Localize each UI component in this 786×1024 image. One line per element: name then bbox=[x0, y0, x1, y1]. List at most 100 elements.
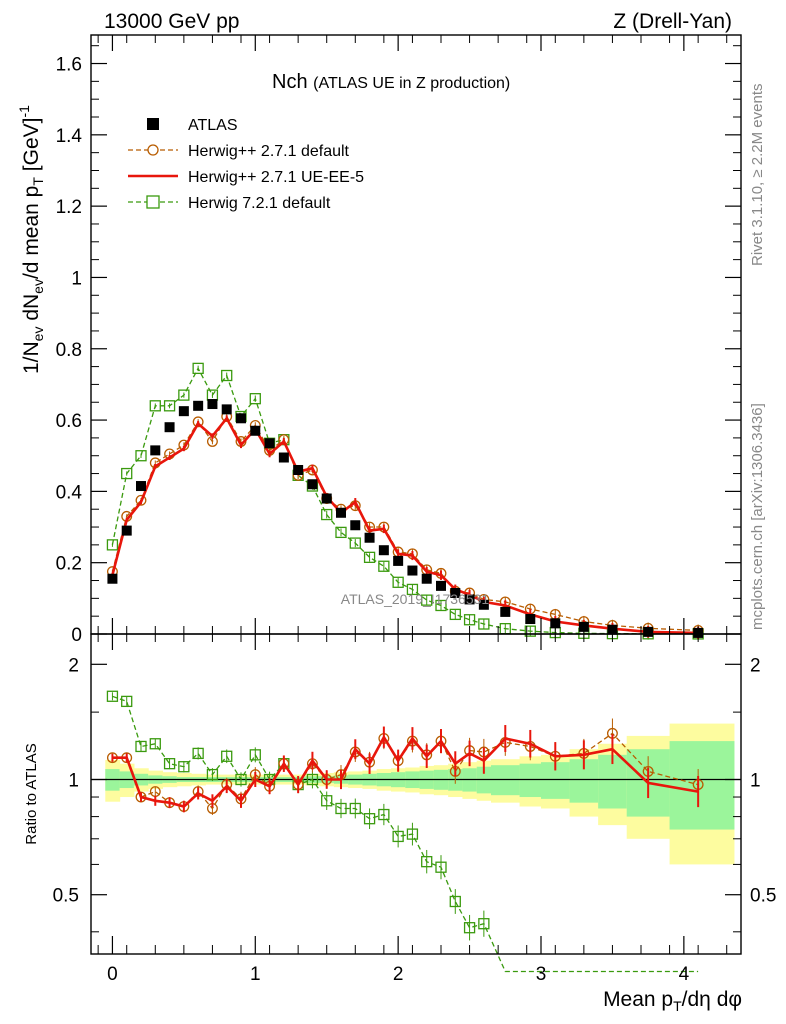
atlas-data-point bbox=[207, 399, 218, 410]
atlas-data-point bbox=[107, 573, 118, 584]
open-square-marker bbox=[478, 918, 490, 930]
series-line bbox=[112, 734, 699, 808]
plot-title-nch: Nch bbox=[272, 71, 308, 93]
atlas-data-point bbox=[307, 479, 318, 490]
open-square-marker bbox=[249, 749, 261, 761]
series-herwig-2-7-1-ue-ee-5 bbox=[111, 725, 700, 813]
open-square-marker bbox=[421, 856, 433, 868]
open-square-marker bbox=[378, 808, 390, 821]
open-square-marker bbox=[335, 526, 347, 539]
y-tick-label: 0 bbox=[71, 625, 82, 646]
legend-marker bbox=[147, 118, 159, 130]
open-square-marker bbox=[178, 389, 190, 401]
x-tick-label: 0 bbox=[107, 964, 118, 985]
atlas-data-point bbox=[500, 606, 511, 617]
open-square-marker bbox=[221, 369, 233, 382]
open-square-marker bbox=[449, 608, 461, 621]
legend-entry: Herwig++ 2.7.1 UE-EE-5 bbox=[128, 169, 364, 186]
header-right: Z (Drell-Yan) bbox=[613, 10, 732, 33]
open-square-marker bbox=[192, 362, 204, 375]
plot-title-sub: (ATLAS UE in Z production) bbox=[313, 75, 510, 92]
open-circle-marker bbox=[135, 494, 147, 506]
open-square-marker bbox=[435, 599, 447, 612]
atlas-data-point bbox=[321, 493, 332, 504]
atlas-data-point bbox=[464, 594, 475, 605]
open-square-marker bbox=[524, 625, 536, 637]
open-square-marker bbox=[235, 773, 247, 786]
ratio-panel: 0.5 0.5 1 1 2 2 0 1 2 3 4 Ratio to ATLAS Mean pT/d… bbox=[23, 633, 776, 1014]
open-square-marker bbox=[192, 747, 204, 760]
legend-entry: Herwig++ 2.7.1 default bbox=[128, 143, 350, 160]
x-axis-label: Mean pT/dη dφ bbox=[603, 988, 742, 1014]
mcplots-label: mcplots.cern.ch [arXiv:1306.3436] bbox=[749, 403, 766, 630]
open-square-marker bbox=[249, 393, 261, 405]
x-tick-label: 1 bbox=[250, 964, 261, 985]
y-tick-label: 1 bbox=[71, 268, 82, 289]
series-herwig-7-2-1-default bbox=[106, 690, 699, 973]
atlas-data-point bbox=[450, 587, 461, 598]
atlas-data-point bbox=[121, 525, 132, 536]
legend-marker bbox=[147, 144, 159, 156]
atlas-data-point bbox=[264, 438, 275, 449]
ratio-y-tick-label-right: 0.5 bbox=[750, 886, 776, 907]
plot-title-main: Nch (ATLAS UE in Z production) bbox=[272, 71, 510, 93]
x-tick-label: 4 bbox=[679, 964, 690, 985]
open-square-marker bbox=[206, 768, 219, 781]
open-square-marker bbox=[178, 761, 190, 773]
atlas-data-point bbox=[221, 404, 232, 415]
open-square-marker bbox=[135, 450, 147, 462]
open-square-marker bbox=[421, 594, 433, 606]
open-square-marker bbox=[221, 750, 233, 762]
open-square-marker bbox=[321, 508, 333, 521]
y-tick-label: 0.2 bbox=[56, 554, 82, 575]
atlas-data-point bbox=[136, 481, 146, 492]
legend: ATLAS Herwig++ 2.7.1 default Herwig++ 2.7.… bbox=[128, 117, 364, 212]
legend-label: Herwig++ 2.7.1 UE-EE-5 bbox=[188, 169, 364, 186]
atlas-data-point bbox=[364, 532, 375, 543]
main-y-axis-label: 1/Nev dNev/d mean pT [GeV]-1 bbox=[16, 105, 46, 374]
atlas-data-point bbox=[643, 626, 654, 637]
ratio-data-layer bbox=[106, 690, 704, 973]
open-square-marker bbox=[306, 773, 319, 786]
open-square-marker bbox=[435, 861, 447, 873]
legend-label: ATLAS bbox=[188, 117, 238, 134]
green-band-bin bbox=[491, 765, 521, 796]
ratio-y-tick-label: 1 bbox=[68, 771, 79, 792]
open-square-marker bbox=[449, 895, 461, 908]
legend-label: Herwig++ 2.7.1 default bbox=[188, 143, 350, 160]
open-square-marker bbox=[478, 618, 490, 630]
open-square-marker bbox=[463, 614, 476, 626]
atlas-data-point bbox=[350, 520, 361, 531]
atlas-data-point bbox=[236, 413, 246, 424]
atlas-data-point bbox=[407, 565, 418, 576]
open-square-marker bbox=[335, 802, 347, 815]
open-square-marker bbox=[463, 922, 476, 934]
open-square-marker bbox=[135, 740, 147, 753]
open-square-marker bbox=[349, 802, 361, 815]
rivet-version-label: Rivet 3.1.10, ≥ 2.2M events bbox=[749, 84, 766, 267]
atlas-data-point bbox=[393, 555, 404, 566]
open-square-marker bbox=[363, 551, 376, 563]
atlas-data-point bbox=[278, 452, 289, 463]
series-line bbox=[111, 367, 699, 635]
legend-label: Herwig 7.2.1 default bbox=[188, 195, 331, 212]
atlas-data-point bbox=[250, 425, 261, 436]
open-square-marker bbox=[121, 695, 133, 708]
open-square-marker bbox=[378, 560, 390, 572]
y-tick-label: 1.2 bbox=[56, 197, 82, 218]
atlas-data-point bbox=[478, 599, 489, 610]
y-tick-label: 1.4 bbox=[56, 126, 83, 147]
atlas-data-point bbox=[178, 406, 189, 417]
ratio-y-tick-label-right: 2 bbox=[750, 655, 761, 676]
legend-entry: ATLAS bbox=[147, 117, 238, 134]
open-square-marker bbox=[392, 576, 404, 588]
ratio-y-tick-label: 0.5 bbox=[53, 886, 79, 907]
open-square-marker bbox=[406, 828, 419, 840]
ratio-y-axis-label: Ratio to ATLAS bbox=[23, 743, 40, 844]
header-left: 13000 GeV pp bbox=[104, 10, 239, 33]
open-square-marker bbox=[106, 690, 119, 702]
open-square-marker bbox=[392, 830, 404, 843]
y-tick-label: 0.4 bbox=[56, 482, 83, 503]
open-square-marker bbox=[321, 795, 333, 807]
